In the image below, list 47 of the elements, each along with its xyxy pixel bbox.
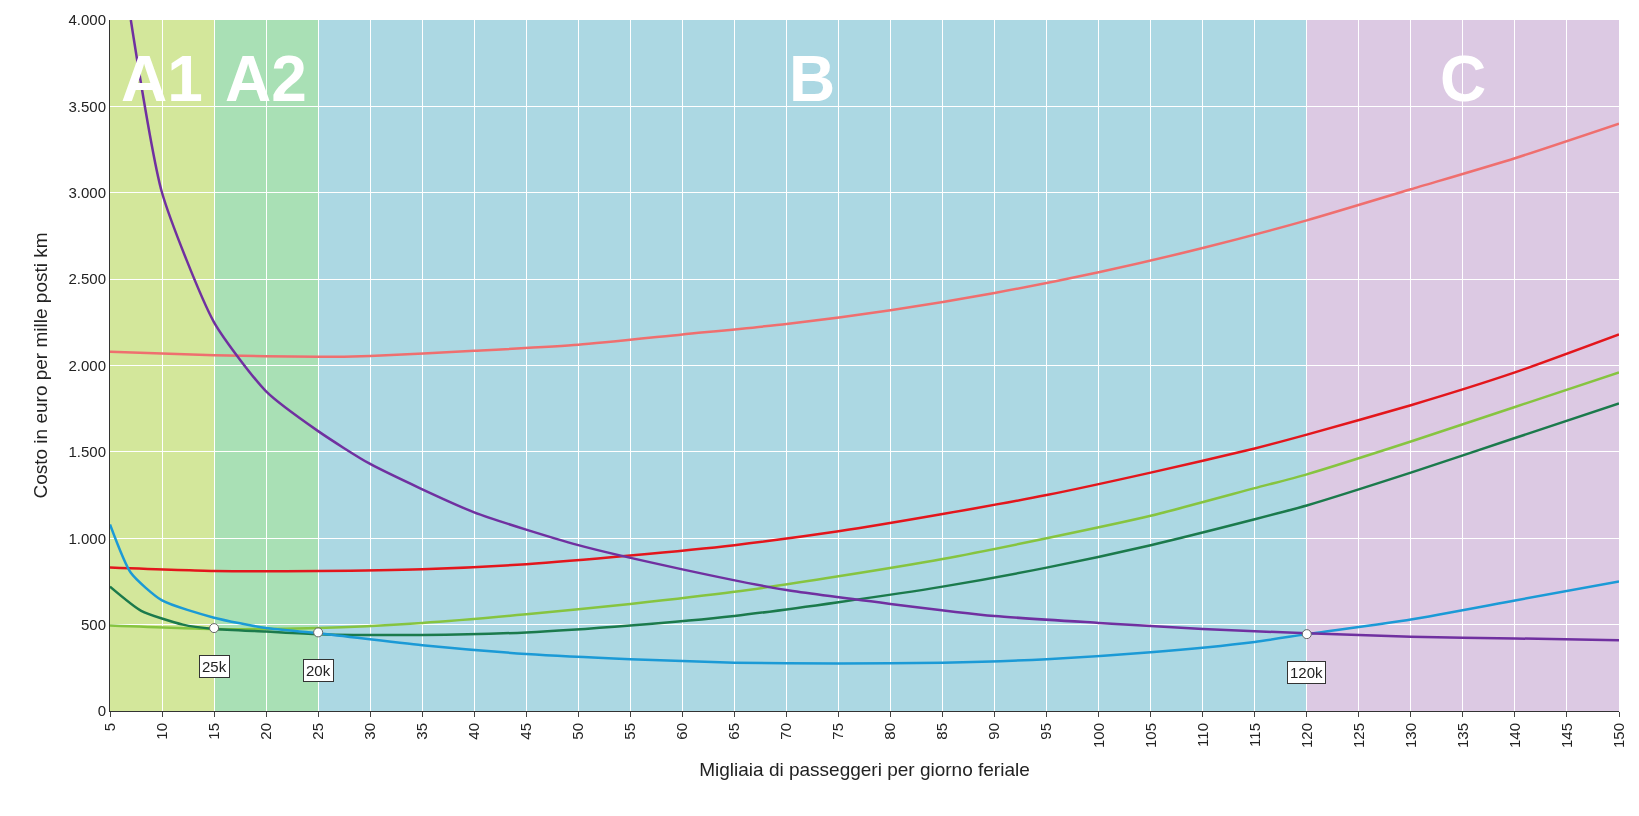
x-tick-label: 60 xyxy=(673,723,691,740)
x-tick-label: 80 xyxy=(881,723,899,740)
x-tick-label: 120 xyxy=(1297,723,1315,749)
x-tick-label: 105 xyxy=(1141,723,1159,749)
y-tick-label: 4.000 xyxy=(68,11,106,29)
annotation: 120k xyxy=(1290,664,1324,681)
x-tick-label: 95 xyxy=(1037,723,1055,740)
x-tick-label: 130 xyxy=(1401,723,1419,749)
y-tick-label: 3.000 xyxy=(68,184,106,201)
y-tick-label: 2.000 xyxy=(68,356,106,374)
y-tick-label: 500 xyxy=(80,615,106,633)
x-axis-title: Migliaia di passeggeri per giorno feriale xyxy=(699,758,1030,780)
line-series xyxy=(110,122,1619,359)
band-label: B xyxy=(789,43,836,115)
x-tick-label: 45 xyxy=(517,723,535,740)
x-tick-label: 115 xyxy=(1245,723,1263,747)
y-tick-label: 0 xyxy=(97,702,106,720)
x-tick-label: 40 xyxy=(465,723,483,740)
x-tick-label: 5 xyxy=(100,723,118,732)
x-tick-label: 75 xyxy=(829,723,847,740)
x-tick-label: 135 xyxy=(1453,723,1471,749)
y-tick-label: 1.000 xyxy=(68,529,106,547)
x-tick-label: 50 xyxy=(569,723,587,740)
y-tick-label: 2.500 xyxy=(68,270,106,288)
x-tick-label: 35 xyxy=(413,723,431,740)
x-tick-label: 20 xyxy=(256,723,274,740)
x-tick-label: 140 xyxy=(1505,723,1523,749)
line-series xyxy=(110,333,1619,573)
x-tick-label: 30 xyxy=(361,723,379,740)
x-tick-label: 70 xyxy=(777,723,795,740)
x-tick-label: 125 xyxy=(1349,723,1367,749)
annotation: 25k xyxy=(202,658,227,675)
annotation: 20k xyxy=(306,662,331,679)
x-tick-label: 15 xyxy=(204,723,222,740)
y-tick-label: 3.500 xyxy=(68,97,106,115)
y-axis-title: Costo in euro per mille posti km xyxy=(30,232,52,499)
x-tick-label: 110 xyxy=(1193,723,1211,747)
y-tick-label: 1.500 xyxy=(68,443,106,461)
x-tick-label: 90 xyxy=(985,723,1003,740)
x-tick-label: 85 xyxy=(933,723,951,740)
x-tick-label: 25 xyxy=(309,723,327,740)
x-tick-label: 10 xyxy=(152,723,170,740)
x-tick-label: 150 xyxy=(1609,723,1627,749)
x-tick-label: 100 xyxy=(1089,723,1107,749)
x-tick-label: 145 xyxy=(1557,723,1575,749)
x-tick-label: 65 xyxy=(725,723,743,740)
x-tick-label: 55 xyxy=(621,723,639,740)
